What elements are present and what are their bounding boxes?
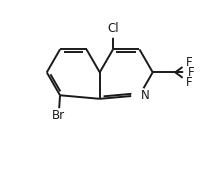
Text: F: F	[186, 76, 192, 89]
Text: Cl: Cl	[107, 22, 119, 35]
Text: N: N	[141, 89, 150, 102]
Text: F: F	[188, 66, 194, 79]
Text: Br: Br	[52, 109, 65, 122]
Text: F: F	[186, 56, 192, 69]
